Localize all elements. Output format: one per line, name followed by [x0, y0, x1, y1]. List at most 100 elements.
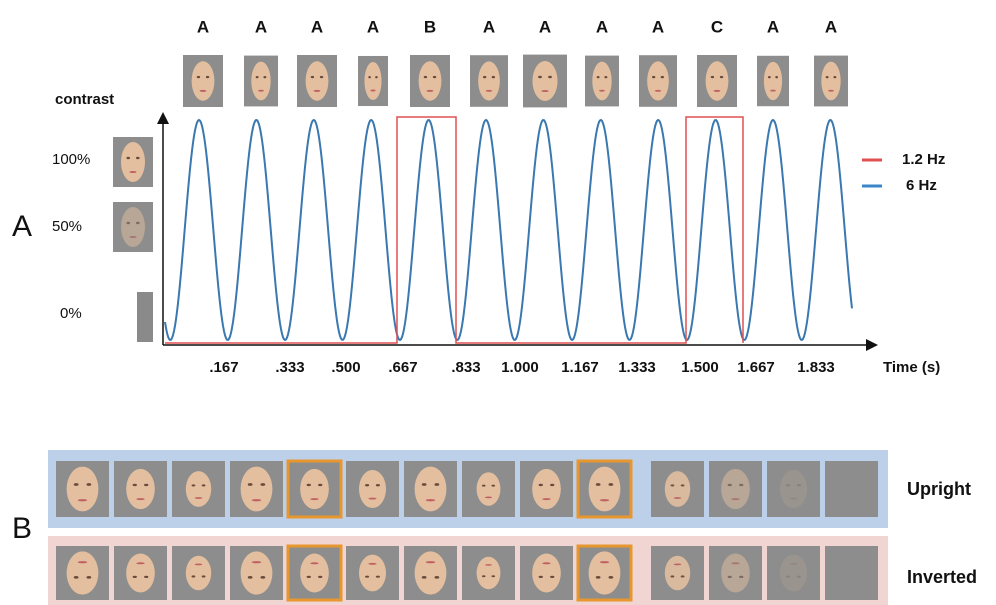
stimulus-label: A	[596, 17, 608, 36]
eye	[652, 76, 655, 78]
skin	[306, 61, 329, 101]
mouth	[599, 90, 605, 92]
eye	[548, 76, 552, 78]
skin	[665, 471, 690, 507]
face-thumbnail	[113, 137, 153, 187]
eye	[144, 484, 148, 486]
face-thumbnail	[230, 461, 283, 517]
eye	[133, 576, 137, 578]
time-tick-label: 1.667	[737, 359, 775, 376]
face	[251, 62, 270, 101]
face-thumbnail	[346, 546, 399, 600]
mouth	[600, 561, 610, 563]
eye	[307, 484, 311, 486]
eye	[826, 76, 829, 78]
time-tick-label: .167	[209, 359, 238, 376]
face	[592, 62, 611, 101]
mouth	[252, 561, 262, 563]
face-thumbnail	[697, 55, 737, 107]
face	[477, 557, 501, 589]
time-tick-label: 1.000	[501, 359, 539, 376]
stimulus-label: A	[311, 17, 323, 36]
face	[415, 551, 447, 594]
eye	[597, 76, 600, 78]
skin	[415, 551, 447, 594]
face-thumbnail	[825, 461, 878, 517]
eye	[596, 576, 601, 579]
face-thumbnail	[767, 461, 820, 517]
skin	[241, 551, 273, 594]
eye	[192, 575, 196, 577]
eye	[424, 76, 427, 78]
face	[477, 472, 501, 506]
skin	[532, 469, 561, 509]
face	[67, 551, 99, 594]
contrast-level: 100%	[52, 151, 90, 168]
eye	[681, 484, 685, 486]
eye	[797, 484, 801, 486]
skin	[477, 472, 501, 506]
face	[241, 467, 273, 512]
eye	[260, 576, 265, 579]
skin	[359, 470, 386, 508]
face	[186, 471, 211, 507]
time-tick-label: 1.500	[681, 359, 719, 376]
eye	[539, 576, 543, 578]
face	[241, 551, 273, 594]
face-thumbnail	[825, 546, 878, 600]
mouth	[310, 562, 319, 564]
eye	[786, 484, 790, 486]
eye	[786, 576, 790, 578]
panel-label: B	[12, 512, 32, 545]
contrast-label: contrast	[55, 91, 114, 108]
time-tick-label: 1.833	[797, 359, 835, 376]
skin	[300, 554, 329, 593]
stimulus-label: A	[367, 17, 379, 36]
face	[67, 467, 99, 512]
face	[359, 470, 386, 508]
mouth	[731, 498, 740, 500]
mouth	[129, 171, 136, 173]
face-thumbnail	[585, 56, 619, 107]
mouth	[78, 561, 88, 563]
face-thumbnail	[578, 461, 631, 517]
stimulus-label: B	[424, 17, 436, 36]
skin	[192, 61, 215, 101]
mouth	[78, 499, 88, 501]
face	[419, 61, 442, 101]
eye	[671, 575, 675, 577]
face-thumbnail	[172, 461, 225, 517]
face	[589, 551, 621, 594]
mouth	[486, 90, 492, 92]
skin	[121, 207, 145, 247]
face-thumbnail	[172, 546, 225, 600]
mouth	[789, 563, 797, 565]
x-axis-label: Time (s)	[883, 359, 940, 376]
mouth	[655, 90, 661, 92]
condition-label: Inverted	[907, 567, 977, 587]
stimulus-label: A	[483, 17, 495, 36]
eye	[126, 222, 130, 224]
face	[721, 554, 750, 593]
skin	[532, 554, 561, 593]
skin	[780, 470, 807, 508]
face	[532, 469, 561, 509]
face-thumbnail	[578, 546, 631, 600]
eye	[483, 76, 486, 78]
face	[186, 556, 211, 591]
face-thumbnail	[651, 461, 704, 517]
eye	[434, 483, 439, 486]
face-thumbnail	[288, 461, 341, 517]
mouth	[368, 563, 376, 565]
skin	[126, 469, 155, 509]
eye	[376, 576, 380, 578]
face-thumbnail	[56, 546, 109, 600]
eye	[74, 576, 79, 579]
eye	[74, 483, 79, 486]
mouth	[258, 90, 264, 92]
face	[121, 142, 145, 182]
eye	[202, 575, 206, 577]
skin	[67, 551, 99, 594]
condition-label: Upright	[907, 479, 971, 499]
skin	[721, 554, 750, 593]
